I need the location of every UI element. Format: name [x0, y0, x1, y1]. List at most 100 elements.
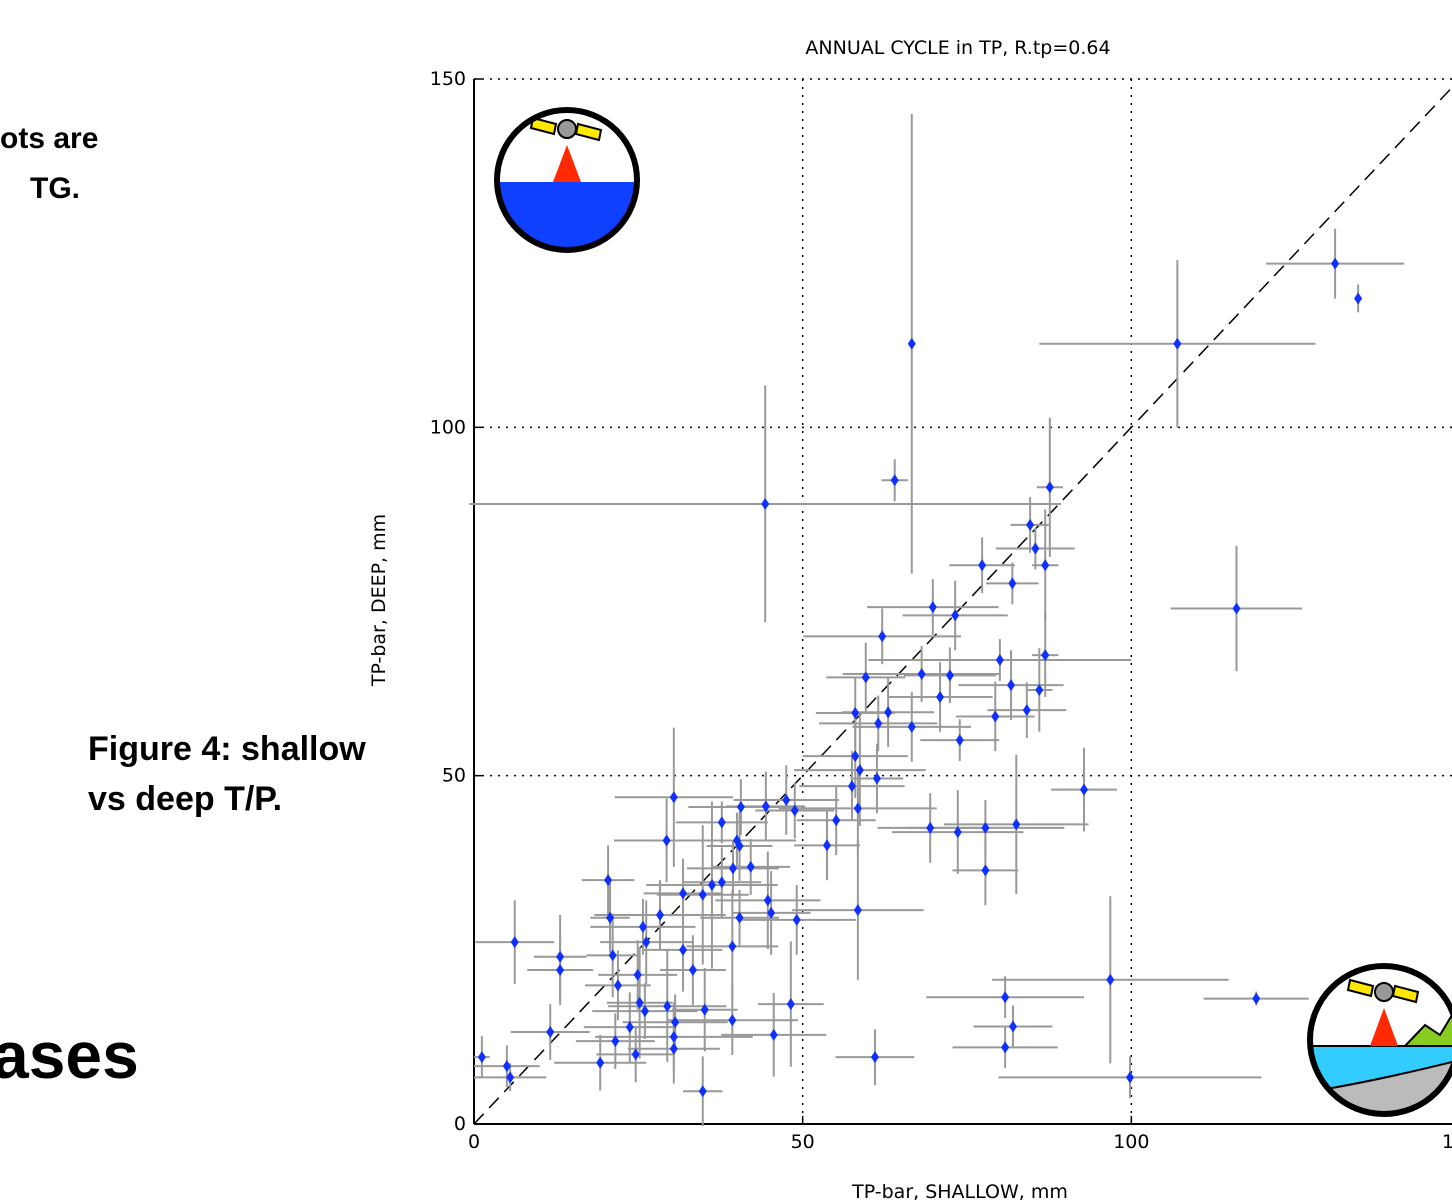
- point: [635, 996, 644, 1009]
- y-axis-label: TP-bar, DEEP, mm: [368, 514, 390, 687]
- point: [853, 904, 862, 917]
- point: [728, 940, 737, 953]
- point: [1001, 991, 1010, 1004]
- y-tick-label: 50: [442, 765, 466, 787]
- point: [1331, 257, 1340, 270]
- icon-beam: [553, 145, 581, 182]
- point: [556, 964, 565, 977]
- point: [608, 949, 617, 962]
- caption: Figure 4: shallow: [88, 730, 366, 768]
- point: [477, 1051, 486, 1064]
- point: [1232, 602, 1241, 615]
- coast-icon: [1307, 963, 1452, 1117]
- point: [878, 630, 887, 643]
- point: [1354, 292, 1363, 305]
- icon-panel: [529, 116, 558, 136]
- point: [698, 888, 707, 901]
- point: [656, 909, 665, 921]
- icon-ring: [494, 107, 640, 253]
- reference-line: [473, 86, 1452, 1125]
- point: [1031, 542, 1040, 555]
- point: [735, 840, 744, 853]
- point: [700, 1003, 709, 1016]
- point: [662, 834, 671, 847]
- point: [717, 816, 726, 829]
- point: [642, 936, 651, 949]
- point: [506, 1071, 515, 1084]
- plot-area: 0 50 100 150 0 50 100 150: [430, 68, 1452, 1153]
- point: [855, 764, 864, 777]
- point: [981, 864, 990, 877]
- icon-satellite: [1374, 982, 1394, 1002]
- point: [679, 943, 688, 956]
- point: [1106, 973, 1115, 986]
- point: [936, 690, 945, 703]
- point: [907, 337, 916, 350]
- point: [995, 654, 1004, 667]
- point: [556, 950, 565, 963]
- icon-beam: [1370, 1008, 1398, 1046]
- point: [1041, 559, 1050, 572]
- point: [1126, 1071, 1135, 1084]
- point: [1008, 577, 1017, 590]
- point: [861, 671, 870, 684]
- point: [926, 821, 935, 834]
- point: [631, 1048, 640, 1061]
- point: [728, 862, 737, 875]
- point: [767, 906, 776, 919]
- slide-text: TG.: [30, 172, 80, 205]
- point: [884, 706, 893, 719]
- point: [851, 706, 860, 719]
- point: [510, 936, 519, 949]
- chart-title: ANNUAL CYCLE in TP, R.tp=0.64: [805, 37, 1110, 59]
- point: [945, 669, 954, 682]
- point: [606, 911, 615, 924]
- point: [546, 1026, 555, 1039]
- point: [1012, 818, 1021, 831]
- point: [736, 801, 745, 814]
- icon-ring: [1307, 963, 1452, 1117]
- slide-heading: ases: [0, 1018, 139, 1092]
- point: [1252, 992, 1261, 1005]
- point: [953, 826, 962, 839]
- point: [955, 734, 964, 747]
- point: [1007, 679, 1016, 692]
- point: [735, 911, 744, 924]
- x-tick-label: 100: [1113, 1131, 1149, 1153]
- point: [707, 879, 716, 892]
- point: [991, 710, 1000, 723]
- x-axis-label: TP-bar, SHALLOW, mm: [851, 1181, 1068, 1200]
- x-tick-label: 0: [468, 1131, 480, 1153]
- point: [728, 1014, 737, 1027]
- point: [1173, 337, 1182, 350]
- ocean-icon: [494, 107, 640, 253]
- point: [832, 814, 841, 827]
- point: [874, 717, 883, 730]
- point: [917, 667, 926, 680]
- point: [792, 913, 801, 926]
- point: [907, 720, 916, 733]
- point: [679, 887, 688, 900]
- point: [669, 1030, 678, 1043]
- point: [847, 780, 856, 793]
- x-tick-label: 150: [1442, 1131, 1452, 1153]
- point: [1001, 1041, 1010, 1054]
- point: [853, 802, 862, 815]
- point: [822, 839, 831, 852]
- point: [872, 772, 881, 785]
- point: [1022, 704, 1031, 717]
- point: [671, 1016, 680, 1029]
- point: [761, 800, 770, 813]
- point: [625, 1021, 634, 1034]
- point: [763, 894, 772, 907]
- point: [786, 998, 795, 1011]
- point: [761, 497, 770, 510]
- icon-panel: [1346, 978, 1375, 998]
- y-tick-label: 0: [454, 1113, 466, 1135]
- y-tick-label: 150: [430, 68, 466, 90]
- point: [746, 860, 755, 873]
- point: [1045, 481, 1054, 494]
- icon-satellite: [557, 119, 577, 139]
